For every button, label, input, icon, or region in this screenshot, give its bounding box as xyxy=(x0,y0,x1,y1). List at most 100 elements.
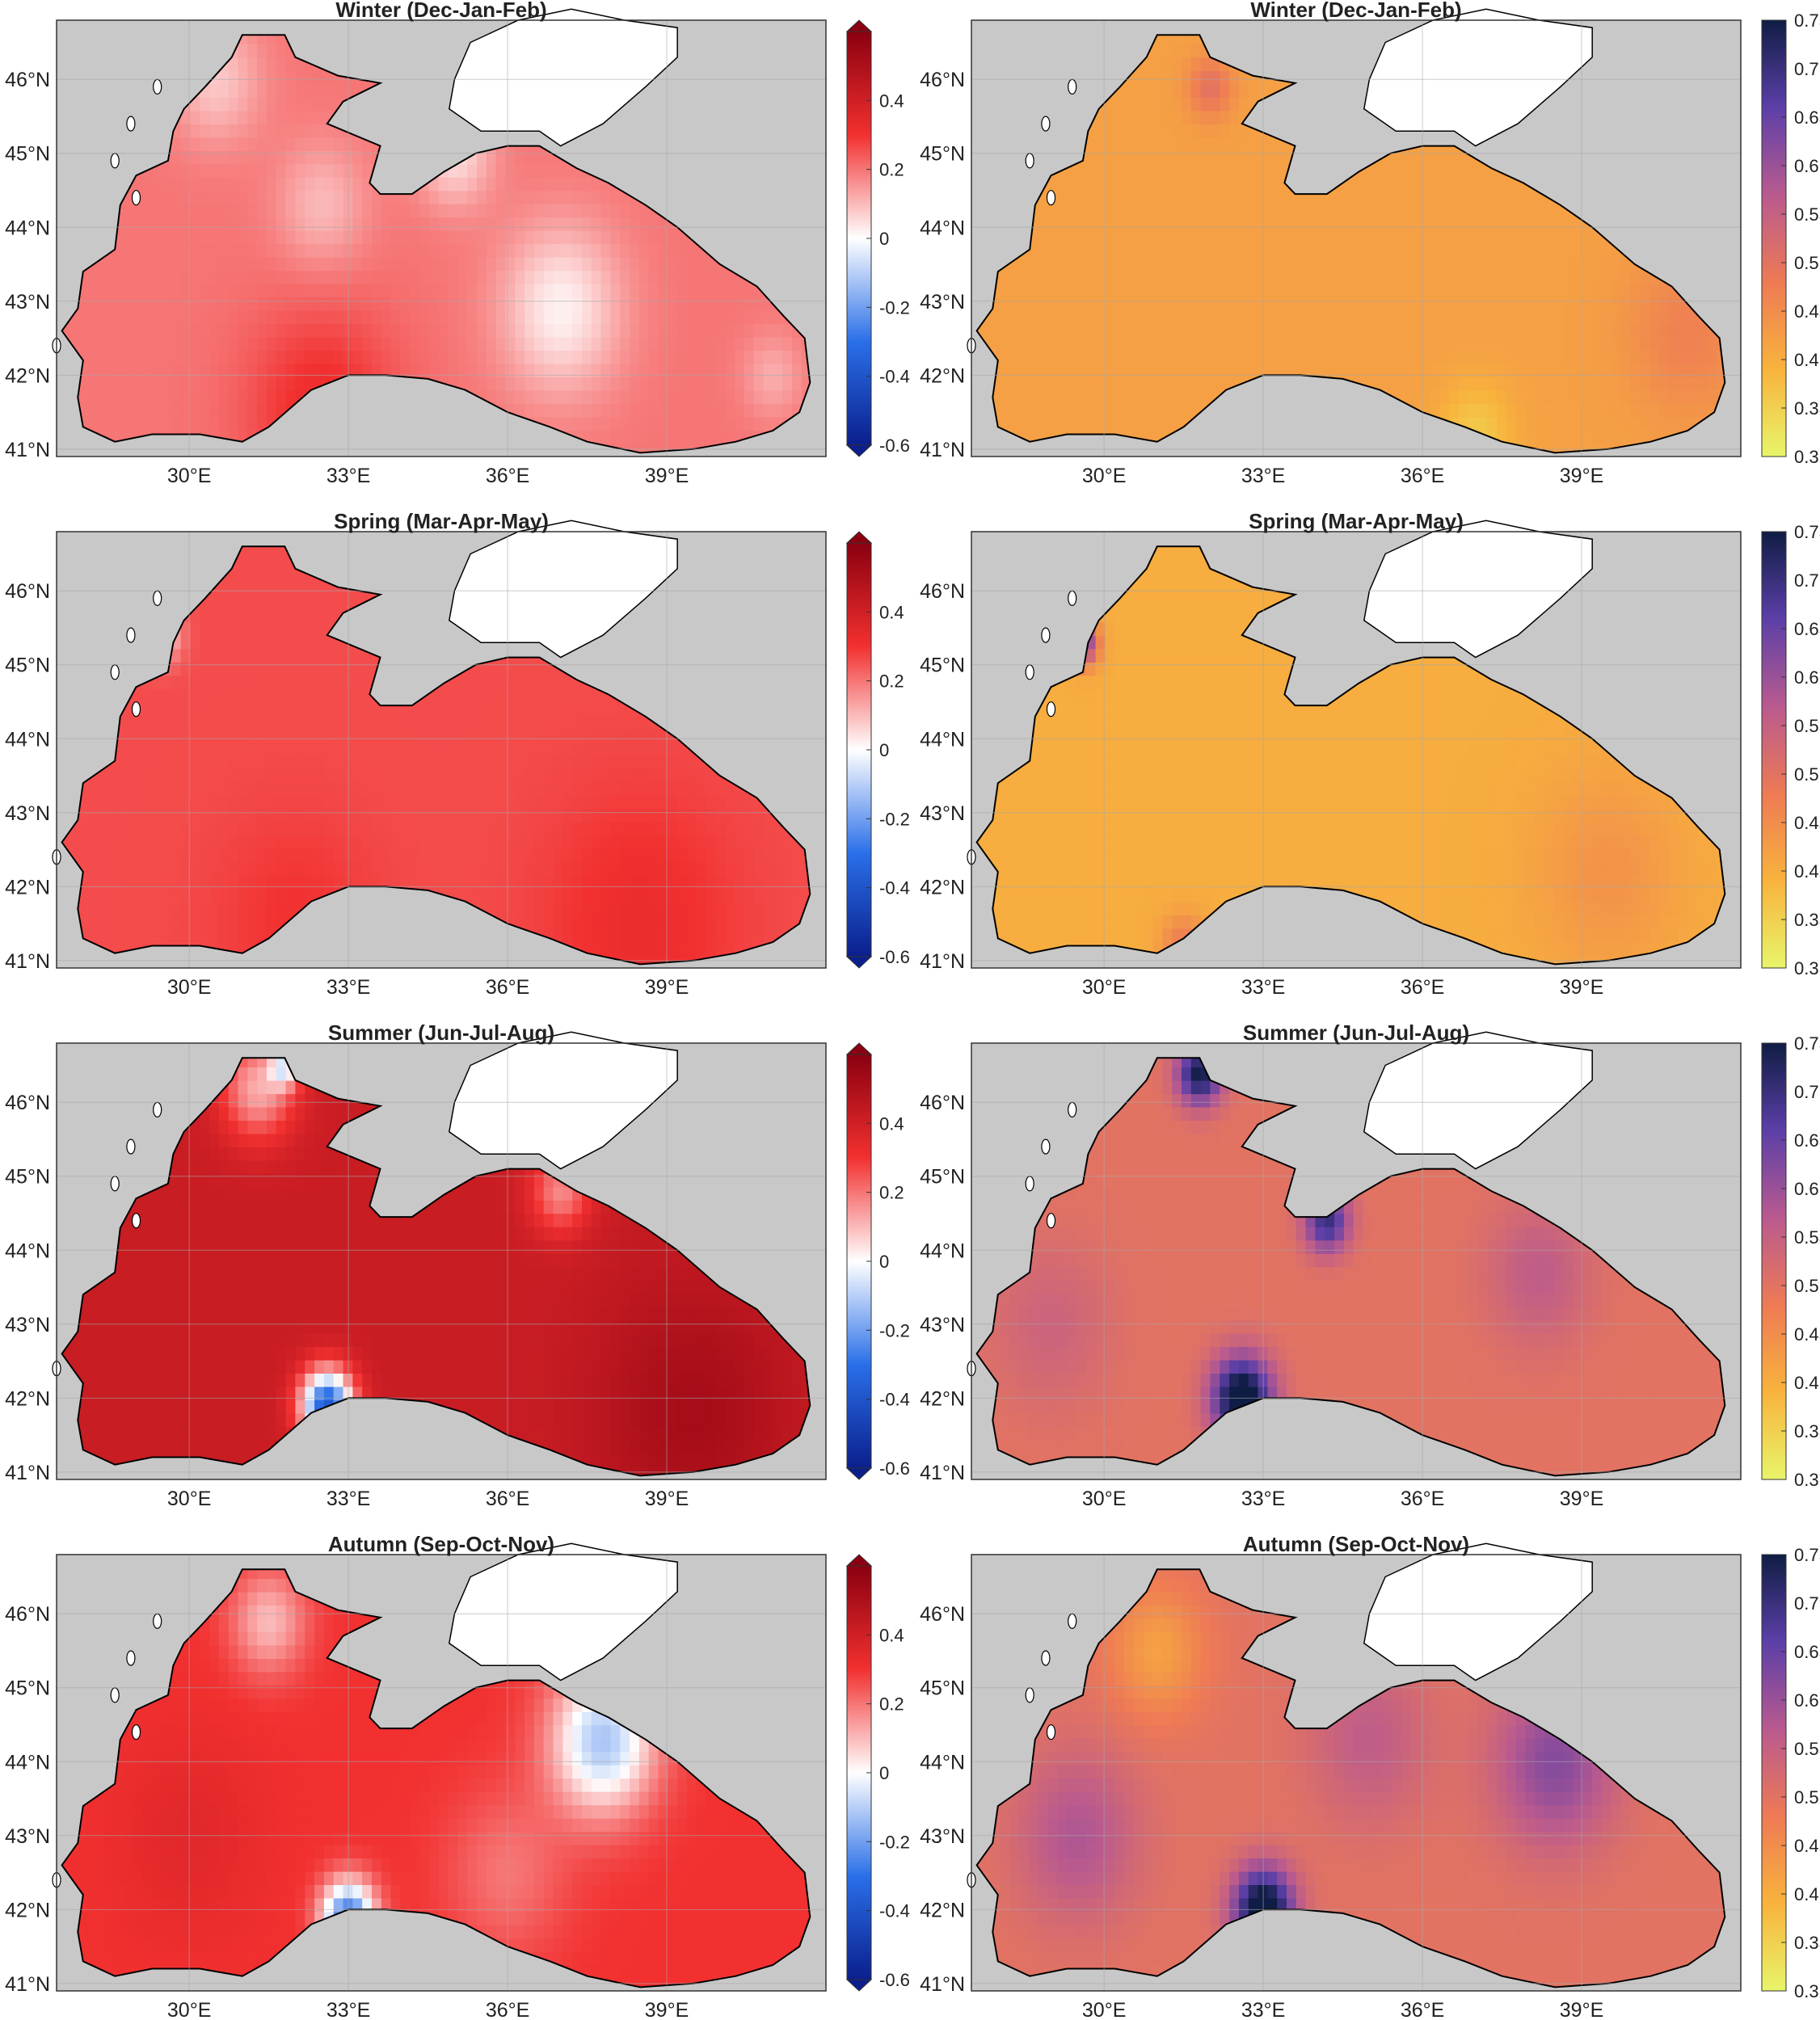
colorbar-tick-label: 0.3 xyxy=(1794,1981,1819,2001)
colorbar: 0.75 0.7 0.65 0.6 0.55 0.5 0.45 0.4 0.35 0.3 xyxy=(1761,1545,1820,2001)
colorbar-tick-label: 0.55 xyxy=(1794,1739,1820,1759)
lat-tick-label: 44°N xyxy=(5,728,50,751)
colorbar-tick-label: 0 xyxy=(879,740,889,760)
colorbar-tick-label: 0.3 xyxy=(1794,447,1819,467)
lagoon xyxy=(1068,1613,1077,1630)
lat-tick-label: 45°N xyxy=(920,1166,965,1189)
lagoon xyxy=(110,664,120,680)
lat-tick-label: 44°N xyxy=(5,217,50,239)
lat-tick-label: 43°N xyxy=(5,802,50,825)
colorbar: 0.4 0.2 0 -0.2 -0.4 -0.6 xyxy=(845,1042,910,1480)
colorbar-tick-label: 0.55 xyxy=(1794,1227,1820,1248)
panel-title: Spring (Mar-Apr-May) xyxy=(334,509,549,533)
lat-tick-label: 42°N xyxy=(5,1387,50,1410)
lon-tick-label: 39°E xyxy=(645,465,689,487)
colorbar-tick-label: -0.2 xyxy=(879,809,910,829)
colorbar-tick-label: -0.6 xyxy=(879,947,910,967)
map-panel: 30°E 33°E 36°E 39°E 41°N 42°N 43°N 44°N 45°N 46°N… xyxy=(5,509,910,999)
lagoon xyxy=(1041,627,1051,643)
colorbar-tick-label: 0.45 xyxy=(1794,1324,1820,1345)
sea-of-azov xyxy=(1363,1542,1593,1681)
colorbar-tick-label: 0.65 xyxy=(1794,107,1820,128)
lat-tick-label: 41°N xyxy=(5,1973,50,1996)
colorbar-tick-label: 0.4 xyxy=(879,1625,904,1645)
colorbar-tick-label: 0.5 xyxy=(1794,253,1819,273)
lagoon xyxy=(1046,190,1056,206)
map-panel: 30°E 33°E 36°E 39°E 41°N 42°N 43°N 44°N 45°N 46°N… xyxy=(5,1532,910,2020)
lon-tick-label: 39°E xyxy=(1560,976,1603,999)
lat-tick-label: 43°N xyxy=(920,1825,965,1848)
lon-tick-label: 30°E xyxy=(167,1999,211,2020)
lat-tick-label: 42°N xyxy=(920,364,965,387)
coastline xyxy=(975,34,1726,454)
coastline xyxy=(61,34,811,454)
colorbar-tick-label: 0.4 xyxy=(1794,1884,1819,1904)
lat-tick-label: 41°N xyxy=(920,1462,965,1484)
lat-tick-label: 42°N xyxy=(920,1899,965,1921)
colorbar-tick-label: -0.6 xyxy=(879,1458,910,1479)
lat-tick-label: 41°N xyxy=(5,950,50,973)
panel-title: Summer (Jun-Jul-Aug) xyxy=(328,1021,554,1045)
lat-tick-label: 42°N xyxy=(920,876,965,898)
lat-tick-label: 42°N xyxy=(920,1387,965,1410)
lagoon xyxy=(1041,116,1051,132)
lon-tick-label: 36°E xyxy=(486,1999,529,2020)
coastline xyxy=(61,1057,811,1477)
lat-tick-label: 44°N xyxy=(920,1239,965,1262)
lat-tick-label: 41°N xyxy=(920,950,965,973)
lon-tick-label: 39°E xyxy=(645,1999,689,2020)
colorbar-tick-label: 0.4 xyxy=(1794,1373,1819,1393)
lat-tick-label: 46°N xyxy=(920,580,965,603)
lagoon xyxy=(131,190,141,206)
lagoon xyxy=(110,1687,120,1703)
axes-frame xyxy=(56,1042,827,1480)
colorbar-tick-label: 0.6 xyxy=(1794,156,1819,176)
coastline xyxy=(61,1568,811,1988)
colorbar-tick-label: 0.75 xyxy=(1794,1545,1820,1565)
lon-tick-label: 30°E xyxy=(167,465,211,487)
colorbar-tick-label: -0.4 xyxy=(879,1901,910,1921)
lat-tick-label: 43°N xyxy=(5,291,50,314)
map-panel: 30°E 33°E 36°E 39°E 41°N 42°N 43°N 44°N 45°N 46°N… xyxy=(920,0,1820,487)
lon-tick-label: 36°E xyxy=(1401,1999,1444,2020)
colorbar-tick-label: 0.35 xyxy=(1794,398,1820,419)
colorbar-tick-label: 0.65 xyxy=(1794,619,1820,639)
lon-tick-label: 36°E xyxy=(486,1488,529,1510)
colorbar-tick-label: -0.6 xyxy=(879,436,910,456)
colorbar-tick-label: 0.65 xyxy=(1794,1130,1820,1151)
lagoon xyxy=(153,1613,162,1630)
colorbar-tick-label: 0.55 xyxy=(1794,204,1820,225)
lat-tick-label: 44°N xyxy=(920,728,965,751)
lat-tick-label: 43°N xyxy=(5,1314,50,1336)
lon-tick-label: 39°E xyxy=(1560,1999,1603,2020)
axes-frame xyxy=(971,1042,1742,1480)
axes-frame xyxy=(971,19,1742,457)
sea-of-azov xyxy=(448,1542,678,1681)
lat-tick-label: 43°N xyxy=(920,1314,965,1336)
lat-tick-label: 45°N xyxy=(5,1166,50,1189)
colorbar-tick-label: 0.75 xyxy=(1794,1033,1820,1054)
lat-tick-label: 46°N xyxy=(920,1603,965,1626)
colorbar: 0.75 0.7 0.65 0.6 0.55 0.5 0.45 0.4 0.35 0.3 xyxy=(1761,522,1820,978)
lon-tick-label: 33°E xyxy=(327,465,370,487)
lat-tick-label: 43°N xyxy=(5,1825,50,1848)
lon-tick-label: 33°E xyxy=(327,1488,370,1510)
lat-tick-label: 46°N xyxy=(5,580,50,603)
lat-tick-label: 43°N xyxy=(920,291,965,314)
lagoon xyxy=(1046,701,1056,718)
colorbar-tick-label: 0 xyxy=(879,229,889,249)
colorbar-tick-label: 0.5 xyxy=(1794,1787,1819,1807)
colorbar-tick-label: 0.2 xyxy=(879,160,904,180)
lat-tick-label: 46°N xyxy=(5,69,50,91)
colorbar-tick-label: 0.45 xyxy=(1794,813,1820,833)
lat-tick-label: 46°N xyxy=(5,1092,50,1114)
sea-of-azov xyxy=(1363,1031,1593,1170)
sea-of-azov xyxy=(448,8,678,147)
colorbar-tick-label: -0.2 xyxy=(879,297,910,318)
lagoon xyxy=(126,1138,136,1155)
lagoon xyxy=(1025,664,1034,680)
colorbar-tick-label: 0.55 xyxy=(1794,716,1820,736)
lat-tick-label: 46°N xyxy=(920,1092,965,1114)
colorbar-tick-label: 0.35 xyxy=(1794,1933,1820,1953)
